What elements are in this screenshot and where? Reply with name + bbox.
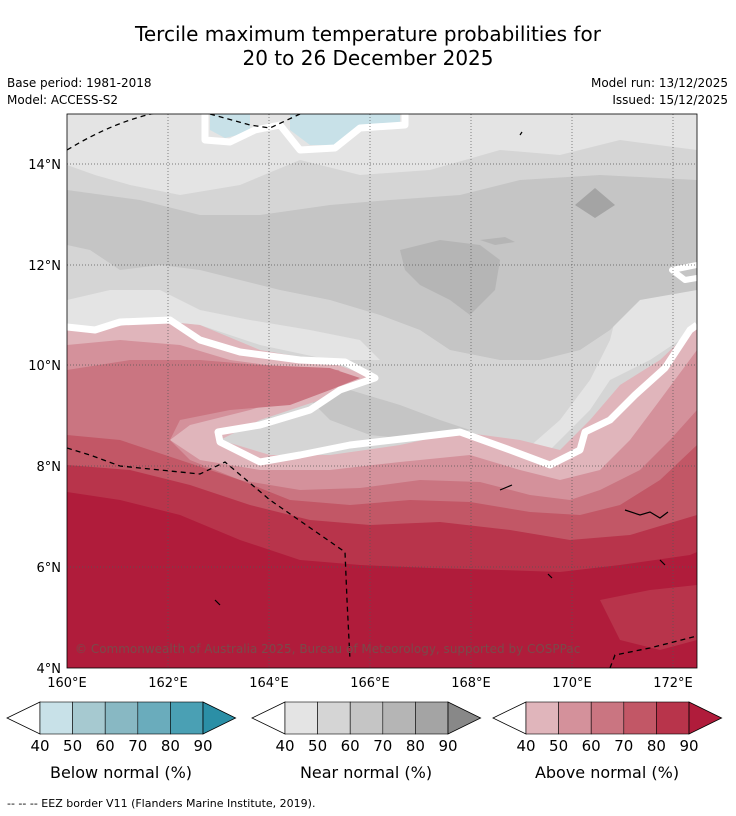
- colorbar-below-tick-5: 90: [193, 737, 212, 755]
- colorbar-near-high-arrow: [447, 701, 482, 735]
- colorbar-above-swatch-1: [558, 701, 592, 735]
- colorbar-below-tick-1: 50: [63, 737, 82, 755]
- colorbar-above-low-arrow: [492, 701, 527, 735]
- colorbar-below-tick-4: 80: [161, 737, 180, 755]
- colorbar-above-tick-4: 80: [647, 737, 666, 755]
- graticule: [67, 114, 697, 668]
- colorbar-above-tick-1: 50: [549, 737, 568, 755]
- colorbar-above-tick-5: 90: [679, 737, 698, 755]
- colorbar-label-below: Below normal (%): [49, 763, 193, 782]
- colorbar-near-tick-4: 80: [406, 737, 425, 755]
- colorbar-near-swatch-2: [349, 701, 384, 735]
- lat-label-8n: 8°N: [37, 460, 62, 475]
- near-normal-60-band: [67, 175, 697, 360]
- colorbar-near-tick-1: 50: [308, 737, 327, 755]
- colorbar-above-swatch-0: [525, 701, 559, 735]
- near-normal-60-patch-south: [300, 380, 470, 440]
- map-title: Tercile maximum temperature probabilitie…: [0, 22, 736, 70]
- colorbar-near-tick-5: 90: [438, 737, 457, 755]
- below-normal-patch-1: [210, 114, 250, 138]
- lon-label-164e: 164°E: [249, 676, 289, 691]
- colorbar-below-tick-2: 60: [96, 737, 115, 755]
- colorbar-below-swatch-4: [170, 701, 204, 735]
- tercile-boundary-east: [669, 262, 697, 283]
- tercile-boundary-line: [67, 316, 697, 469]
- lon-label-160e: 160°E: [47, 676, 87, 691]
- colorbar-below-swatch-3: [137, 701, 171, 735]
- colorbar-below-swatch-1: [72, 701, 106, 735]
- colorbar-above-high-arrow: [688, 701, 723, 735]
- colorbar-below-high-arrow: [202, 701, 237, 735]
- title-line-2: 20 to 26 December 2025: [242, 46, 494, 70]
- meta-right: Model run: 13/12/2025 Issued: 15/12/2025: [591, 76, 728, 110]
- colorbar-below-low-arrow: [6, 701, 41, 735]
- colorbar-below-tick-3: 70: [128, 737, 147, 755]
- colorbar-near-swatch-1: [317, 701, 351, 735]
- colorbar-near-swatch-3: [382, 701, 416, 735]
- near-normal-80-core: [575, 188, 615, 218]
- colorbar-above-swatch-2: [590, 701, 625, 735]
- lat-labels: 14°N 12°N 10°N 8°N 6°N 4°N: [28, 158, 61, 677]
- colorbar-near-tick-0: 40: [275, 737, 294, 755]
- near-normal-40-patch-west: [67, 290, 380, 360]
- lat-label-10n: 10°N: [28, 359, 61, 374]
- title-line-1: Tercile maximum temperature probabilitie…: [135, 22, 601, 46]
- lon-label-168e: 168°E: [451, 676, 491, 691]
- lon-label-162e: 162°E: [148, 676, 188, 691]
- model-name: Model: ACCESS-S2: [7, 93, 119, 107]
- colorbar-near-tick-2: 60: [341, 737, 360, 755]
- lat-label-12n: 12°N: [28, 259, 61, 274]
- lat-label-4n: 4°N: [37, 662, 62, 677]
- colorbar-above-tick-3: 70: [614, 737, 633, 755]
- colorbars: 40 50 60 70 80 90 40 50 60 70 80 90 40 50 60 70 80 90: [6, 701, 723, 755]
- colorbar-near-tick-3: 70: [373, 737, 392, 755]
- colorbar-label-above: Above normal (%): [534, 763, 680, 782]
- lat-label-14n: 14°N: [28, 158, 61, 173]
- below-normal-patch-2: [290, 114, 400, 145]
- near-normal-70-core: [400, 240, 500, 315]
- probability-field: © Commonwealth of Australia 2025, Bureau…: [67, 114, 697, 668]
- colorbar-near-swatch-4: [415, 701, 449, 735]
- issued-date: Issued: 15/12/2025: [612, 93, 728, 107]
- colorbar-near-swatch-0: [284, 701, 318, 735]
- colorbar-above-swatch-3: [623, 701, 657, 735]
- tercile-boundary-top: [201, 114, 409, 154]
- model-run: Model run: 13/12/2025: [590, 76, 728, 90]
- lon-label-166e: 166°E: [350, 676, 390, 691]
- colorbar-above-swatch-4: [656, 701, 690, 735]
- base-period: Base period: 1981-2018: [7, 76, 152, 90]
- colorbar-label-near: Near normal (%): [299, 763, 433, 782]
- islands: [214, 131, 669, 606]
- lon-label-172e: 172°E: [653, 676, 693, 691]
- lat-label-6n: 6°N: [37, 561, 62, 576]
- colorbar-above-tick-0: 40: [516, 737, 535, 755]
- colorbar-below-swatch-2: [104, 701, 139, 735]
- lon-label-170e: 170°E: [552, 676, 592, 691]
- copyright-notice: © Commonwealth of Australia 2025, Bureau…: [75, 642, 580, 656]
- eez-footnote: -- -- -- EEZ border V11 (Flanders Marine…: [7, 797, 316, 810]
- map-frame: [66, 113, 698, 669]
- meta-left: Base period: 1981-2018 Model: ACCESS-S2: [7, 76, 152, 110]
- near-normal-40-patch-east: [520, 290, 697, 460]
- near-normal-80-patch: [480, 237, 515, 245]
- colorbar-below-tick-0: 40: [30, 737, 49, 755]
- colorbar-below-swatch-0: [39, 701, 73, 735]
- colorbar-above-tick-2: 60: [582, 737, 601, 755]
- lon-labels: 160°E 162°E 164°E 166°E 168°E 170°E 172°…: [47, 676, 693, 691]
- above-normal-90-band: [67, 492, 697, 668]
- colorbar-near-low-arrow: [251, 701, 286, 735]
